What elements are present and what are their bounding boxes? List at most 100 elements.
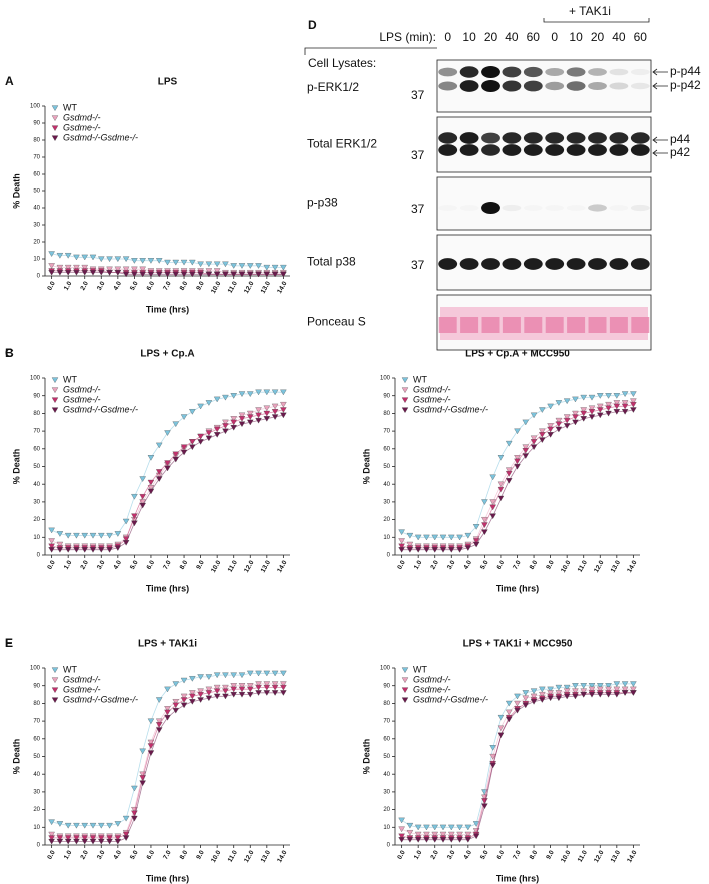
data-point — [155, 718, 163, 725]
data-point — [122, 266, 130, 273]
x-tick-label: 4.0 — [462, 849, 473, 861]
x-tick-label: 7.0 — [162, 280, 173, 292]
data-point — [280, 402, 287, 408]
data-point — [489, 474, 496, 481]
blot-band — [566, 258, 586, 270]
y-tick-label: 100 — [30, 666, 41, 672]
data-point — [172, 707, 180, 714]
data-point — [164, 686, 171, 693]
legend-marker — [51, 115, 59, 121]
data-point — [64, 253, 72, 259]
data-point — [238, 263, 246, 269]
data-point — [222, 672, 229, 679]
data-point — [197, 261, 204, 268]
data-point — [423, 837, 430, 843]
data-point — [514, 463, 521, 470]
x-tick-label: 10.0 — [560, 559, 573, 574]
y-axis-label: % Death — [11, 173, 21, 209]
blot-band — [523, 66, 543, 78]
data-point — [48, 835, 55, 841]
x-tick-label: 3.0 — [446, 559, 457, 571]
legend-marker — [51, 387, 59, 393]
x-tick-label: 9.0 — [545, 849, 556, 861]
data-point — [147, 479, 155, 486]
data-point — [621, 391, 629, 397]
data-point — [547, 690, 554, 696]
blot-band — [502, 258, 522, 270]
data-point — [522, 453, 530, 459]
data-point — [505, 467, 513, 474]
data-point — [131, 494, 138, 500]
y-tick-label: 80 — [33, 701, 40, 707]
lane-label: 40 — [612, 30, 626, 44]
data-point — [497, 481, 505, 488]
data-point — [48, 538, 55, 544]
x-tick-label: 9.0 — [545, 559, 556, 571]
data-point — [222, 688, 229, 695]
data-point — [139, 266, 146, 273]
data-point — [572, 410, 579, 417]
data-point — [247, 692, 254, 698]
data-point — [605, 686, 612, 693]
lane-label: 10 — [462, 30, 476, 44]
data-point — [406, 547, 414, 553]
data-point — [588, 405, 596, 412]
x-axis-label: Time (hrs) — [146, 304, 189, 314]
legend-marker — [51, 407, 59, 413]
data-point — [164, 709, 171, 716]
data-point — [563, 423, 571, 429]
data-point — [172, 699, 180, 705]
data-point — [522, 695, 530, 702]
data-point — [155, 476, 163, 482]
panel-label: A — [5, 74, 14, 88]
data-point — [580, 688, 587, 695]
blot-band — [630, 68, 650, 76]
data-point — [547, 423, 554, 429]
data-point — [497, 455, 505, 461]
data-point — [539, 692, 546, 698]
data-point — [580, 683, 587, 689]
data-point — [48, 263, 55, 269]
data-point — [505, 716, 513, 723]
data-point — [522, 448, 530, 454]
x-tick-label: 1.0 — [63, 849, 74, 861]
data-point — [64, 547, 72, 553]
data-point — [588, 414, 596, 420]
y-tick-label: 40 — [33, 772, 40, 778]
data-point — [122, 835, 130, 841]
y-tick-label: 70 — [383, 719, 390, 725]
data-point — [271, 414, 279, 420]
legend-marker — [401, 677, 409, 683]
x-axis-label: Time (hrs) — [496, 583, 539, 593]
data-point — [56, 264, 64, 271]
data-point — [280, 407, 287, 413]
data-point — [280, 681, 287, 687]
data-point — [547, 432, 554, 438]
data-point — [431, 837, 438, 843]
data-point — [247, 683, 254, 689]
y-tick-label: 100 — [30, 376, 41, 382]
x-tick-label: 5.0 — [129, 280, 140, 292]
blot-band — [566, 132, 586, 144]
data-point — [464, 824, 472, 831]
data-point — [197, 271, 204, 278]
data-point — [180, 697, 188, 703]
data-point — [255, 690, 262, 696]
data-point — [155, 697, 163, 703]
data-point — [247, 414, 254, 420]
data-point — [213, 684, 221, 691]
x-tick-label: 0.0 — [46, 559, 57, 571]
blot-band — [523, 80, 543, 92]
y-tick-label: 90 — [383, 683, 390, 689]
data-point — [213, 271, 221, 278]
data-point — [81, 532, 88, 539]
data-point — [406, 541, 414, 548]
data-point — [263, 690, 271, 696]
data-point — [48, 543, 55, 550]
data-point — [147, 258, 155, 264]
blot-band — [630, 82, 650, 90]
data-point — [580, 692, 587, 698]
data-point — [230, 263, 237, 269]
x-tick-label: 1.0 — [63, 280, 74, 292]
data-point — [205, 435, 213, 442]
